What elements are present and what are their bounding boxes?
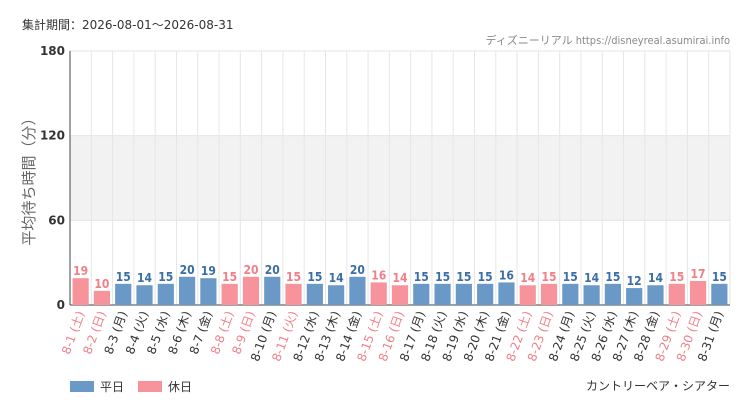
bar: [498, 282, 515, 305]
bar: [583, 285, 600, 305]
bar: [455, 283, 472, 305]
y-tick-label: 0: [57, 298, 65, 312]
source-credit: ディズニーリアル https://disneyreal.asumirai.inf…: [485, 34, 730, 47]
bar: [200, 278, 217, 305]
bar: [689, 281, 707, 305]
data-label: 15: [158, 270, 173, 284]
data-label: 14: [520, 271, 536, 285]
data-label: 15: [478, 270, 493, 284]
bar: [540, 283, 558, 305]
data-label: 14: [648, 271, 664, 285]
bar: [519, 285, 536, 305]
legend-swatch-holiday: [138, 381, 163, 392]
bar: [328, 285, 345, 305]
data-label: 19: [73, 264, 88, 278]
bar: [349, 276, 366, 305]
data-label: 10: [94, 277, 109, 291]
y-tick-label: 120: [40, 129, 65, 143]
bar: [264, 276, 281, 305]
bar: [136, 285, 153, 305]
data-label: 15: [605, 270, 620, 284]
data-label: 14: [584, 271, 600, 285]
legend-swatch-weekday: [70, 381, 94, 392]
data-label: 12: [627, 274, 642, 288]
bar: [626, 288, 643, 305]
data-label: 14: [137, 271, 153, 285]
bar: [115, 283, 132, 305]
data-label: 20: [180, 263, 195, 277]
y-axis-title: 平均待ち時間（分）: [20, 110, 38, 245]
legend: 平日 休日: [70, 378, 206, 395]
bar: [157, 283, 174, 305]
y-tick-label: 180: [40, 44, 65, 58]
legend-label-holiday: 休日: [168, 380, 193, 394]
data-label: 16: [499, 268, 514, 282]
data-label: 15: [414, 270, 429, 284]
bar: [413, 283, 430, 305]
data-label: 17: [691, 267, 706, 281]
attraction-name: カントリーベア・シアター: [585, 379, 730, 393]
data-label: 15: [712, 270, 727, 284]
data-label: 15: [286, 270, 301, 284]
legend-item-weekday: 平日: [70, 378, 124, 395]
bar: [711, 283, 728, 305]
period-label: 集計期間：2026-08-01〜2026-08-31: [22, 18, 234, 32]
bar: [285, 283, 302, 305]
bar: [477, 283, 494, 305]
bar: [242, 276, 260, 305]
data-label: 20: [265, 263, 280, 277]
bar: [562, 283, 579, 305]
bar: [604, 283, 621, 305]
data-label: 19: [201, 264, 216, 278]
bar: [72, 278, 89, 305]
legend-label-weekday: 平日: [100, 380, 125, 394]
bar: [221, 283, 238, 305]
y-tick-label: 60: [48, 213, 65, 227]
bar: [434, 283, 451, 305]
bar: [306, 283, 323, 305]
bar: [668, 283, 685, 305]
data-label: 20: [350, 263, 365, 277]
bar: [370, 282, 387, 305]
data-label: 20: [243, 263, 258, 277]
bar: [647, 285, 664, 305]
data-label: 15: [669, 270, 684, 284]
data-label: 15: [116, 270, 131, 284]
bar: [179, 276, 196, 305]
data-label: 15: [222, 270, 237, 284]
data-label: 15: [435, 270, 450, 284]
data-label: 15: [542, 270, 557, 284]
legend-item-holiday: 休日: [138, 378, 192, 395]
data-label: 15: [456, 270, 471, 284]
data-label: 15: [307, 270, 322, 284]
data-label: 16: [371, 268, 386, 282]
data-label: 14: [329, 271, 345, 285]
data-label: 15: [563, 270, 578, 284]
bar: [93, 290, 111, 305]
bar: [391, 285, 409, 305]
data-label: 14: [392, 271, 408, 285]
plot-band: [70, 135, 730, 221]
